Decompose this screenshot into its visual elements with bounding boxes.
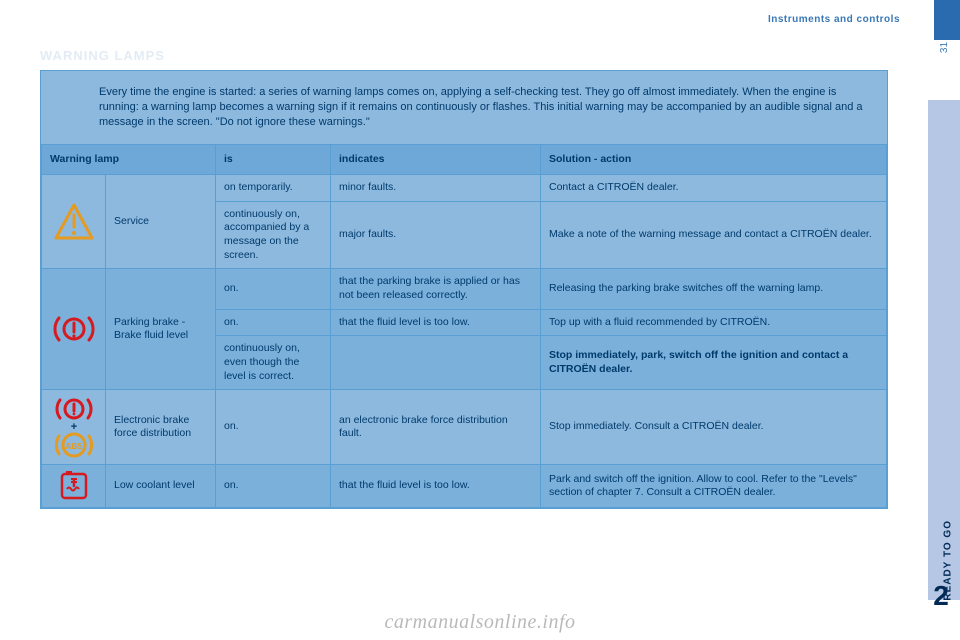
coolant-ind: that the fluid level is too low. (331, 465, 541, 508)
page-heading: WARNING LAMPS (40, 48, 165, 63)
watermark: carmanualsonline.info (0, 611, 960, 634)
ebfd-icon-cell: + ABS (42, 390, 106, 465)
ebfd-icon: + ABS (51, 394, 97, 460)
svg-text:ABS: ABS (65, 442, 83, 451)
service-r2-ind: major faults. (331, 201, 541, 269)
service-r1-ind: minor faults. (331, 175, 541, 202)
brake-r1-is: on. (216, 269, 331, 309)
coolant-sol: Park and switch off the ignition. Allow … (541, 465, 887, 508)
brake-r1-ind: that the parking brake is applied or has… (331, 269, 541, 309)
page-number: 31 (939, 42, 950, 53)
coolant-icon (57, 469, 91, 503)
brake-label: Parking brake - Brake fluid level (106, 269, 216, 390)
ebfd-label: Electronic brake force distribution (106, 390, 216, 465)
service-label: Service (106, 175, 216, 269)
brake-r2-is: on. (216, 309, 331, 336)
service-r2-is: continuously on, accompanied by a messag… (216, 201, 331, 269)
service-r2-sol: Make a note of the warning message and c… (541, 201, 887, 269)
ebfd-sol: Stop immediately. Consult a CITROËN deal… (541, 390, 887, 465)
service-r1-is: on temporarily. (216, 175, 331, 202)
row-brake-1: Parking brake - Brake fluid level on. th… (42, 269, 887, 309)
col-indicates: indicates (331, 144, 541, 175)
brake-r3-is: continuously on, even though the level i… (216, 336, 331, 390)
service-icon-cell (42, 175, 106, 269)
brake-r2-ind: that the fluid level is too low. (331, 309, 541, 336)
coolant-icon-cell (42, 465, 106, 508)
warning-lamps-table: Warning lamp is indicates Solution - act… (41, 144, 887, 509)
coolant-is: on. (216, 465, 331, 508)
chapter-number: 2 (926, 580, 956, 612)
service-r1-sol: Contact a CITROËN dealer. (541, 175, 887, 202)
table-header-row: Warning lamp is indicates Solution - act… (42, 144, 887, 175)
brake-icon (52, 310, 96, 348)
col-lamp: Warning lamp (42, 144, 216, 175)
svg-text:+: + (70, 421, 76, 433)
brake-r1-sol: Releasing the parking brake switches off… (541, 269, 887, 309)
brake-r3-sol: Stop immediately, park, switch off the i… (541, 336, 887, 390)
warning-lamps-panel: Every time the engine is started: a seri… (40, 70, 888, 509)
coolant-label: Low coolant level (106, 465, 216, 508)
col-is: is (216, 144, 331, 175)
row-coolant: Low coolant level on. that the fluid lev… (42, 465, 887, 508)
ebfd-is: on. (216, 390, 331, 465)
row-ebfd: + ABS Electronic brake force distributio… (42, 390, 887, 465)
intro-text: Every time the engine is started: a seri… (41, 71, 887, 144)
top-corner-tab (934, 0, 960, 40)
col-solution: Solution - action (541, 144, 887, 175)
row-service-1: Service on temporarily. minor faults. Co… (42, 175, 887, 202)
service-icon (53, 202, 95, 242)
ebfd-ind: an electronic brake force distribution f… (331, 390, 541, 465)
brake-icon-cell (42, 269, 106, 390)
section-label: Instruments and controls (768, 14, 900, 25)
brake-r2-sol: Top up with a fluid recommended by CITRO… (541, 309, 887, 336)
brake-r3-ind (331, 336, 541, 390)
